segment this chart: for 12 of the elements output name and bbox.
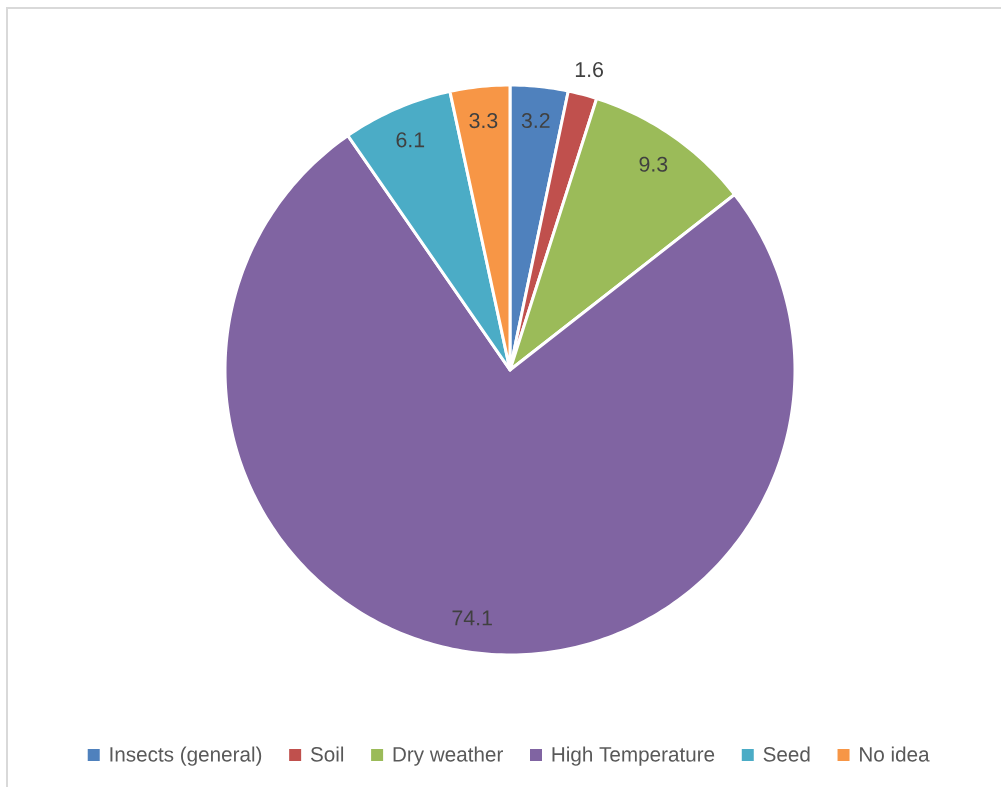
- legend-label: Insects (general): [110, 746, 262, 766]
- data-label: 74.1: [452, 610, 492, 626]
- legend-label: No idea: [860, 746, 930, 762]
- data-label: 1.6: [575, 62, 603, 78]
- data-label: 6.1: [396, 132, 425, 148]
- legend-label: Seed: [763, 746, 810, 762]
- data-label: 3.2: [521, 112, 550, 129]
- legend-label: High Temperature: [552, 746, 715, 766]
- data-label: 3.3: [469, 113, 498, 129]
- legend-label: Soil: [310, 746, 344, 762]
- data-label: 9.3: [639, 156, 668, 172]
- legend-label: Dry weather: [393, 746, 503, 766]
